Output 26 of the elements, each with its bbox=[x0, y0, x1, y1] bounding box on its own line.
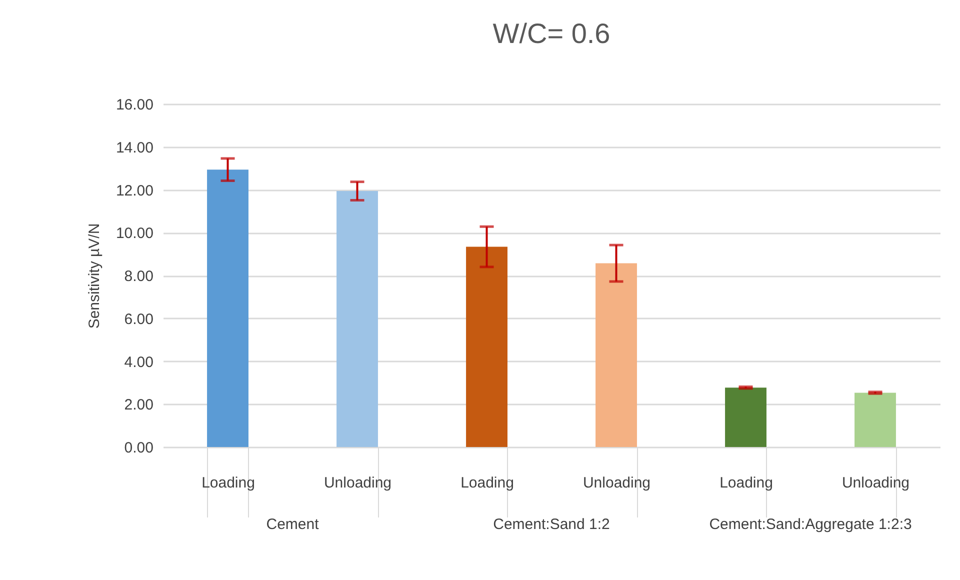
x-tick-label: Loading bbox=[720, 474, 773, 492]
text: Cement bbox=[266, 516, 320, 533]
y-tick-label: 14.00 bbox=[116, 139, 154, 156]
bar bbox=[207, 170, 248, 447]
x-tick-label: Unloading bbox=[582, 474, 651, 492]
bar bbox=[854, 392, 896, 447]
x-tick-label: Loading bbox=[202, 474, 255, 492]
bar bbox=[336, 191, 378, 447]
x-tick-label: Unloading bbox=[324, 474, 392, 492]
y-tick-label: 10.00 bbox=[116, 225, 154, 242]
bar bbox=[596, 263, 637, 447]
bar bbox=[466, 246, 508, 447]
y-tick-label: 8.00 bbox=[124, 268, 154, 285]
y-tick-label: 16.00 bbox=[116, 96, 154, 114]
text: Cement:Sand:Aggregate 1:2:3 bbox=[709, 516, 912, 533]
y-tick-label: 6.00 bbox=[124, 310, 154, 328]
bar bbox=[725, 388, 766, 447]
y-axis-title: Sensitivity µV/N bbox=[86, 223, 103, 329]
y-tick-label: 0.00 bbox=[124, 440, 154, 456]
y-tick-label: 4.00 bbox=[124, 354, 154, 371]
chart-title: W/C= 0.6 bbox=[492, 18, 610, 49]
x-tick-label: Loading bbox=[460, 474, 514, 492]
text: Cement:Sand 1:2 bbox=[493, 516, 610, 533]
x-tick-label: Unloading bbox=[842, 474, 910, 492]
y-tick-label: 2.00 bbox=[124, 396, 154, 414]
y-tick-label: 12.00 bbox=[116, 182, 154, 200]
